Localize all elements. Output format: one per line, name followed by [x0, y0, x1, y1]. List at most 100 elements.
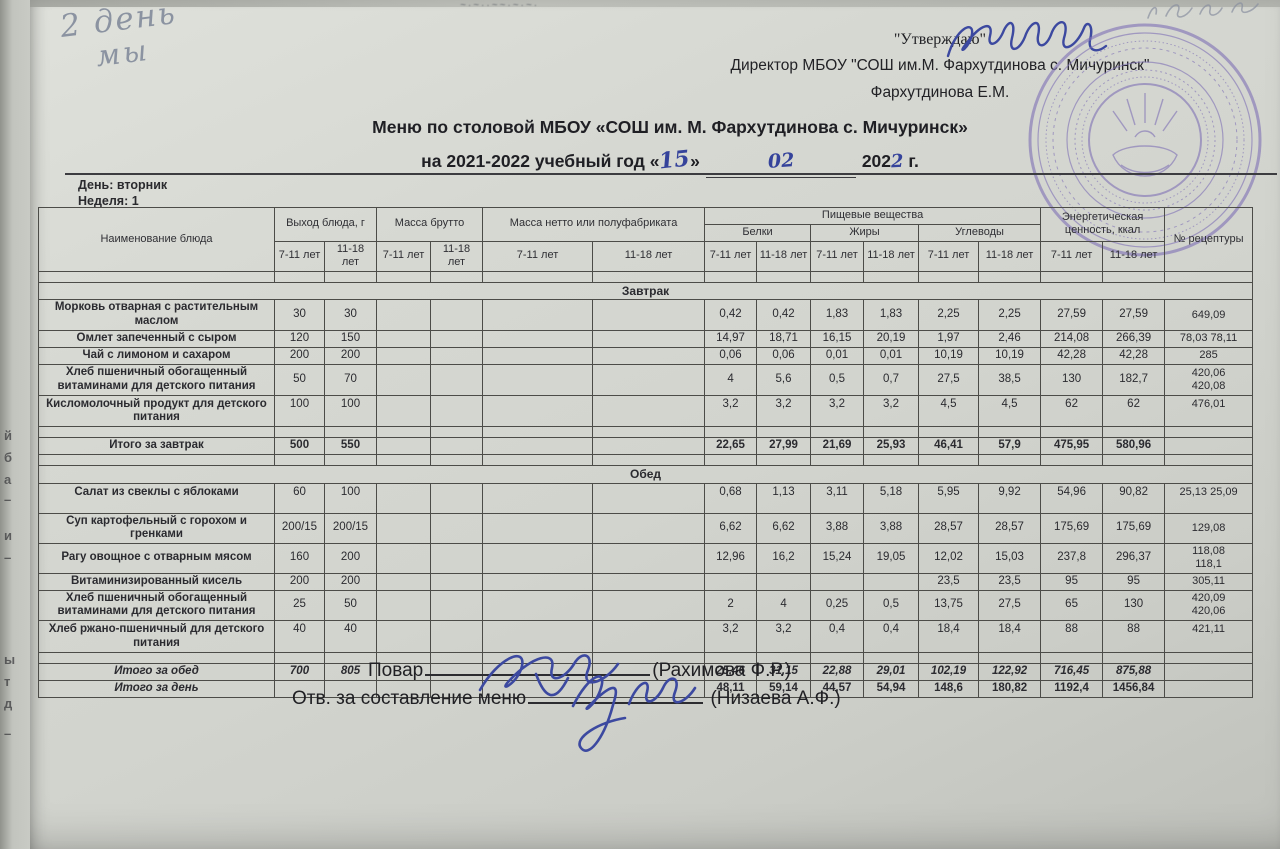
dish-name: Хлеб пшеничный обогащенный витаминами дл… — [38, 363, 275, 396]
edge-text-fragment: – — [4, 550, 12, 565]
value-cell: 285 — [1164, 346, 1254, 365]
value-cell: 2 — [704, 589, 758, 622]
value-cell: 3,88 — [810, 512, 865, 545]
edge-text-fragment: б — [4, 450, 13, 465]
value-cell: 2,25 — [978, 299, 1042, 331]
value-cell — [592, 482, 706, 514]
value-cell: 27,5 — [978, 589, 1042, 622]
value-cell: 0,01 — [810, 346, 865, 365]
quote-close: » — [690, 151, 700, 172]
responsible-name: (Низаева А.Ф.) — [710, 688, 841, 709]
approval-quote: "Утверждаю" — [893, 31, 987, 48]
value-cell — [429, 394, 484, 428]
value-cell: 27,59 — [1040, 299, 1104, 331]
value-cell — [592, 299, 706, 331]
age-header-7-11: 7-11 лет — [810, 240, 865, 272]
value-cell — [482, 572, 594, 591]
value-cell — [429, 437, 484, 456]
value-cell: 13,75 — [918, 589, 980, 622]
value-cell: 118,08 118,1 — [1164, 543, 1254, 574]
age-header-7-11: 7-11 лет — [376, 240, 431, 272]
value-cell: 0,5 — [863, 589, 920, 622]
value-cell: 40 — [324, 620, 377, 653]
col-header-energy: Энергетическая ценность, ккал — [1040, 207, 1166, 242]
value-cell: 10,19 — [918, 346, 980, 365]
responsible-line: Отв. за составление меню (Низаева А.Ф.) — [292, 688, 841, 710]
value-cell: 60 — [274, 482, 325, 514]
value-cell: 40 — [274, 620, 325, 653]
dish-name: Кисломолочный продукт для детского питан… — [38, 394, 275, 428]
value-cell: 0,42 — [756, 299, 812, 331]
top-page-sliver — [30, 0, 1280, 7]
dish-name: Хлеб пшеничный обогащенный витаминами дл… — [38, 589, 275, 622]
value-cell: 875,88 — [1102, 662, 1166, 681]
value-cell: 42,28 — [1040, 346, 1104, 365]
value-cell: 200/15 — [324, 512, 377, 545]
value-cell: 160 — [274, 543, 325, 574]
value-cell: 200/15 — [274, 512, 325, 545]
value-cell: 3,2 — [756, 620, 812, 653]
value-cell: 420,06 420,08 — [1164, 363, 1254, 396]
value-cell: 200 — [324, 543, 377, 574]
menu-row: Хлеб ржано-пшеничный для детского питани… — [38, 620, 1254, 653]
value-cell: 9,92 — [978, 482, 1042, 514]
spacer-row — [38, 271, 1254, 283]
value-cell: 3,88 — [863, 512, 920, 545]
edge-text-fragment: – — [4, 726, 12, 741]
col-header-net: Масса нетто или полуфабриката — [482, 207, 706, 242]
value-cell — [429, 363, 484, 396]
value-cell — [429, 543, 484, 574]
value-cell: 18,4 — [978, 620, 1042, 653]
value-cell: 88 — [1102, 620, 1166, 653]
value-cell: 100 — [324, 482, 377, 514]
value-cell — [376, 329, 431, 348]
menu-row: Салат из свеклы с яблоками 60 100 0,68 1,13 3… — [38, 482, 1254, 514]
week-row: Неделя: 1 — [78, 193, 167, 209]
col-header-name: Наименование блюда — [38, 207, 275, 272]
age-header-7-11: 7-11 лет — [704, 240, 758, 272]
cook-signature — [478, 654, 620, 697]
dish-name: Салат из свеклы с яблоками — [38, 482, 275, 514]
age-header-11-18: 11-18 лет — [324, 240, 377, 272]
value-cell: 3,2 — [863, 394, 920, 428]
approval-director-name: Фархутдинова Е.М. — [870, 83, 1010, 101]
edge-text-fragment: д — [4, 696, 13, 711]
section-title: Завтрак — [37, 281, 1254, 301]
week-label: Неделя: — [78, 194, 129, 209]
dish-name: Чай с лимоном и сахаром — [38, 346, 275, 365]
value-cell: 19,05 — [863, 543, 920, 574]
menu-row: Витаминизированный кисель 200 200 23,5 23,5 9… — [38, 572, 1254, 591]
value-cell — [376, 572, 431, 591]
section-title: Обед — [37, 465, 1254, 484]
value-cell: 0,5 — [810, 363, 865, 396]
value-cell: 59,14 — [756, 679, 812, 698]
menu-row: Рагу овощное с отварным мясом 160 200 12,96… — [38, 543, 1254, 574]
value-cell: 5,95 — [918, 482, 980, 514]
value-cell: 18,4 — [918, 620, 980, 653]
value-cell: 15,03 — [978, 543, 1042, 574]
value-cell: 14,97 — [704, 329, 758, 348]
value-cell — [482, 543, 594, 574]
value-cell — [863, 572, 920, 591]
day-label: День: — [78, 178, 114, 192]
menu-row: Чай с лимоном и сахаром 200 200 0,06 0,06 0,0… — [38, 346, 1254, 365]
value-cell — [592, 572, 706, 591]
value-cell: 580,96 — [1102, 437, 1166, 456]
value-cell: 550 — [324, 437, 377, 456]
responsible-signature — [571, 675, 697, 752]
value-cell: 10,19 — [978, 346, 1042, 365]
cook-name: (Рахимова Ф.Р.) — [652, 660, 792, 681]
value-cell: 305,11 — [1164, 572, 1254, 591]
value-cell — [482, 394, 594, 428]
value-cell — [376, 346, 431, 365]
value-cell — [429, 329, 484, 348]
value-cell: 700 — [274, 662, 325, 681]
value-cell: 0,06 — [756, 346, 812, 365]
year-suffix: г. — [908, 151, 919, 172]
responsible-signature-line — [528, 702, 704, 704]
value-cell — [592, 512, 706, 545]
responsible-label: Отв. за составление меню — [292, 688, 527, 709]
value-cell: 102,19 — [918, 662, 980, 681]
value-cell: 23,5 — [978, 572, 1042, 591]
